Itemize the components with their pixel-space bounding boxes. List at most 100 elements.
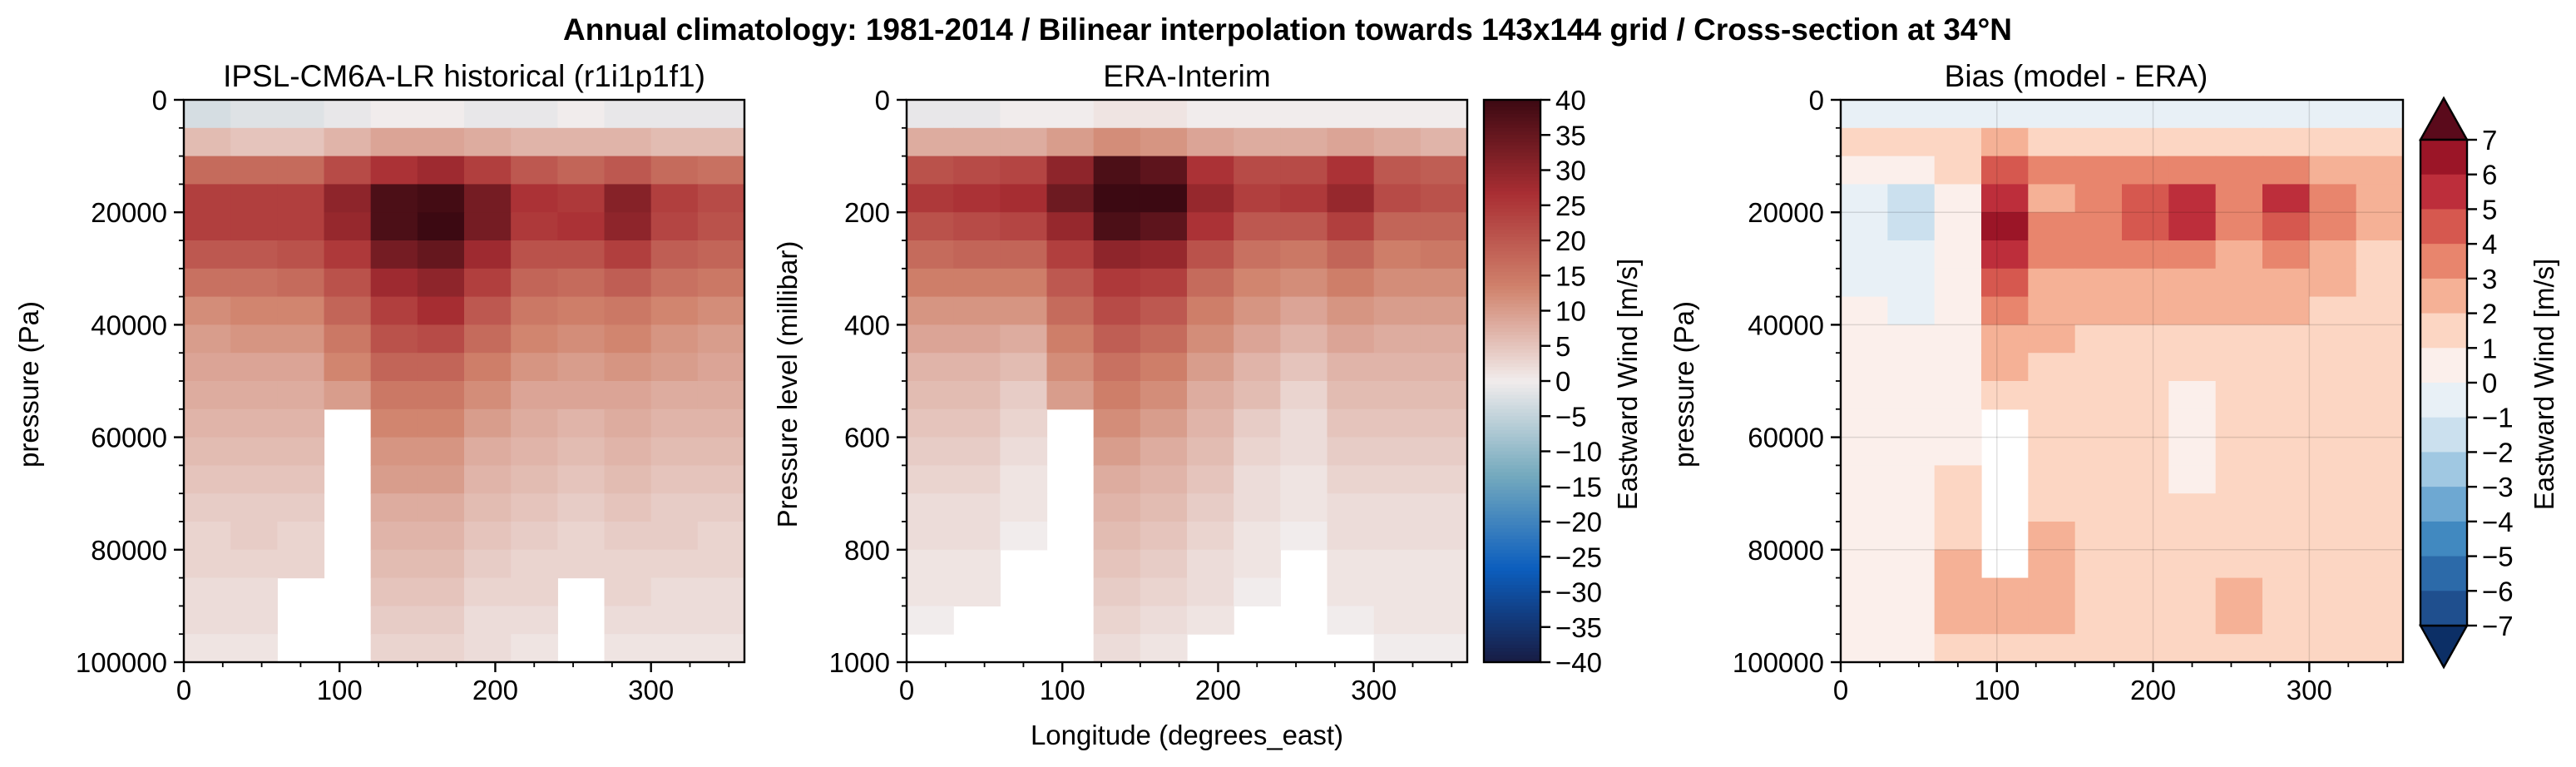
- heatmap-cell: [1046, 296, 1095, 325]
- heatmap-cell: [277, 156, 325, 185]
- colorbar-swatch: [1484, 145, 1540, 150]
- heatmap-cell: [604, 522, 652, 551]
- colorbar-swatch: [1484, 230, 1540, 235]
- heatmap-cell: [650, 156, 699, 185]
- heatmap-cell: [697, 296, 745, 325]
- heatmap-cell: [1093, 127, 1141, 157]
- heatmap-cell: [2262, 156, 2310, 185]
- heatmap-cell: [2028, 465, 2076, 494]
- heatmap-cell: [1934, 522, 1982, 551]
- heatmap-cell: [230, 100, 278, 129]
- colorbar-swatch: [1484, 181, 1540, 185]
- colorbar-tick-label: 5: [1555, 331, 1570, 362]
- heatmap-cell: [2262, 437, 2310, 466]
- heatmap-cell: [277, 268, 325, 298]
- heatmap-cell: [1841, 268, 1888, 298]
- colorbar-swatch: [1484, 489, 1540, 494]
- colorbar-tick-label: 2: [2482, 299, 2497, 329]
- heatmap-cell: [953, 324, 1001, 354]
- heatmap-cell: [953, 296, 1001, 325]
- colorbar-swatch: [1484, 233, 1540, 238]
- heatmap-cell: [697, 324, 745, 354]
- heatmap-cell: [1887, 184, 1936, 213]
- heatmap-cell: [511, 577, 558, 606]
- heatmap-cell: [464, 465, 512, 494]
- heatmap-cell: [2215, 127, 2263, 157]
- heatmap-cell: [2262, 408, 2310, 438]
- heatmap-cell: [1140, 184, 1188, 213]
- heatmap-cell: [2309, 381, 2357, 410]
- colorbar-swatch: [1484, 648, 1540, 652]
- heatmap-cell: [1046, 156, 1095, 185]
- heatmap-cell: [604, 156, 652, 185]
- heatmap-cell: [417, 184, 465, 213]
- colorbar-swatch: [1484, 591, 1540, 596]
- heatmap-cell: [2028, 156, 2076, 185]
- heatmap-cell: [230, 634, 278, 663]
- heatmap-cell: [1841, 127, 1888, 157]
- colorbar-swatch: [1484, 384, 1540, 389]
- heatmap-cell: [2215, 324, 2263, 354]
- colorbar-swatch: [1484, 557, 1540, 562]
- colorbar-swatch: [2420, 209, 2467, 245]
- heatmap-cell: [2028, 240, 2076, 270]
- heatmap-cell: [2074, 100, 2123, 129]
- colorbar-swatch: [1484, 282, 1540, 287]
- heatmap-cell: [557, 324, 606, 354]
- x-tick-label: 300: [1351, 675, 1397, 705]
- heatmap-cell: [2122, 127, 2169, 157]
- heatmap-cell: [650, 212, 699, 241]
- heatmap-cell: [2215, 212, 2263, 241]
- colorbar-tick-label: −10: [1555, 437, 1602, 468]
- wind-colorbar: Eastward Wind [m/s] 40 35 30 25 20 15 10 5 0 −5 −1…: [1482, 85, 1643, 678]
- heatmap-cell: [417, 127, 465, 157]
- colorbar-swatch: [1484, 173, 1540, 178]
- colorbar-swatch: [1484, 626, 1540, 631]
- colorbar-swatch: [1484, 205, 1540, 210]
- heatmap-cell: [2028, 522, 2076, 551]
- heatmap-cell: [464, 549, 512, 579]
- heatmap-cell: [230, 268, 278, 298]
- colorbar-swatch: [1484, 219, 1540, 224]
- heatmap-cell: [1280, 522, 1328, 551]
- colorbar-swatch: [1484, 370, 1540, 375]
- heatmap-cell: [557, 465, 606, 494]
- heatmap-cell: [370, 465, 418, 494]
- colorbar-swatch: [1484, 279, 1540, 284]
- heatmap-cell: [1420, 240, 1468, 270]
- heatmap-cell: [1841, 465, 1888, 494]
- colorbar-swatch: [1484, 240, 1540, 245]
- heatmap-cell: [650, 634, 699, 663]
- heatmap-cell: [1887, 324, 1936, 354]
- heatmap-cell: [697, 268, 745, 298]
- heatmap-cell: [1000, 184, 1048, 213]
- heatmap-cell: [417, 408, 465, 438]
- heatmap-cell: [1327, 408, 1375, 438]
- heatmap-cell: [2309, 634, 2357, 663]
- y-tick-label: 0: [875, 85, 890, 116]
- heatmap-cell: [370, 493, 418, 522]
- colorbar-swatch: [1484, 493, 1540, 498]
- heatmap-cell: [2168, 240, 2217, 270]
- colorbar-swatch: [1484, 296, 1540, 301]
- heatmap-cell: [2168, 268, 2217, 298]
- heatmap-cell: [907, 493, 954, 522]
- heatmap-cell: [697, 522, 745, 551]
- colorbar-tick-label: −35: [1555, 612, 1602, 643]
- model-panel-ylabel: pressure (Pa): [13, 301, 44, 468]
- colorbar-swatch: [1484, 272, 1540, 276]
- colorbar-swatch: [2420, 556, 2467, 591]
- heatmap-cell: [370, 408, 418, 438]
- colorbar-swatch: [1484, 577, 1540, 582]
- heatmap-cell: [1327, 127, 1375, 157]
- heatmap-cell: [1280, 408, 1328, 438]
- heatmap-cell: [2309, 127, 2357, 157]
- heatmap-cell: [650, 324, 699, 354]
- heatmap-cell: [511, 324, 558, 354]
- colorbar-tick-label: 1: [2482, 333, 2497, 364]
- heatmap-cell: [1093, 156, 1141, 185]
- colorbar-swatch: [1484, 423, 1540, 428]
- heatmap-cell: [1280, 437, 1328, 466]
- heatmap-cell: [417, 156, 465, 185]
- heatmap-cell: [1420, 156, 1468, 185]
